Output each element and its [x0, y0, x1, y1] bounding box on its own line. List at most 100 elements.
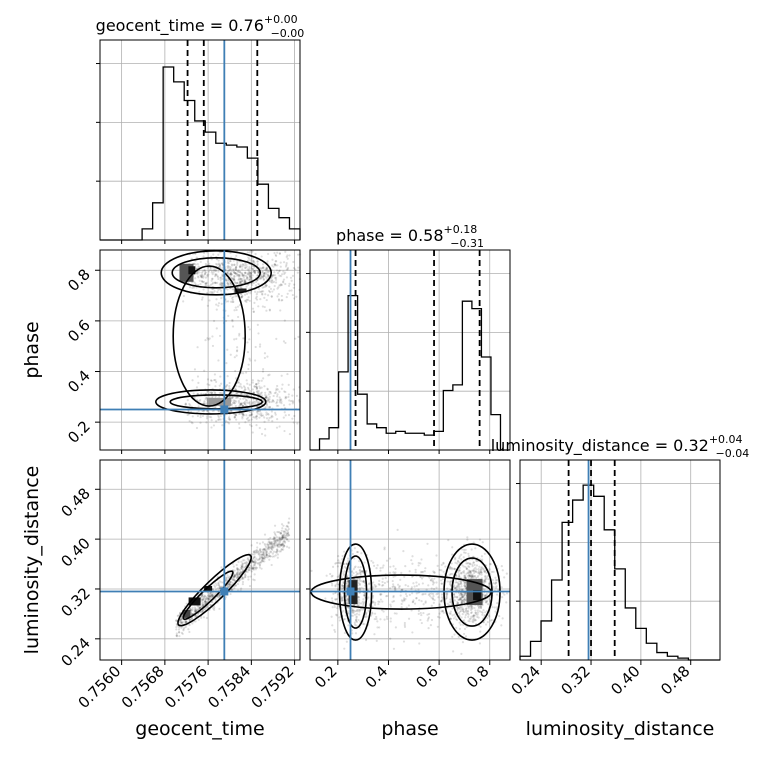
- sample-point: [297, 253, 300, 256]
- sample-point: [274, 534, 277, 537]
- sample-point: [248, 584, 252, 588]
- sample-point: [265, 554, 268, 557]
- sample-point: [473, 606, 476, 610]
- sample-point: [330, 597, 334, 600]
- sample-point: [260, 567, 263, 570]
- sample-point: [203, 251, 206, 254]
- sample-point: [287, 393, 290, 396]
- sample-point: [212, 607, 215, 610]
- sample-point: [202, 616, 206, 619]
- sample-point: [473, 567, 476, 571]
- sample-point: [211, 335, 214, 338]
- sample-point: [229, 268, 232, 271]
- sample-point: [274, 281, 278, 284]
- sample-point: [239, 281, 242, 285]
- sample-point: [265, 284, 268, 287]
- sample-point: [251, 567, 254, 570]
- sample-point: [373, 612, 377, 615]
- sample-point: [466, 562, 469, 565]
- sample-point: [241, 413, 245, 416]
- sample-point: [235, 274, 239, 277]
- sample-point: [241, 583, 244, 586]
- sample-point: [262, 551, 265, 554]
- sample-point: [411, 555, 414, 558]
- sample-point: [238, 280, 242, 283]
- sample-point: [343, 631, 346, 635]
- sample-point: [258, 410, 262, 413]
- sample-point: [270, 295, 273, 298]
- sample-point: [392, 575, 395, 578]
- sample-point: [190, 421, 193, 424]
- sample-point: [219, 276, 222, 280]
- sample-point: [258, 385, 261, 388]
- sample-point: [273, 532, 277, 535]
- sample-point: [236, 263, 239, 267]
- sample-point: [252, 578, 255, 581]
- sample-point: [261, 305, 264, 308]
- sample-point: [263, 557, 266, 560]
- sample-point: [229, 395, 232, 398]
- sample-point: [275, 404, 278, 407]
- sample-point: [197, 409, 200, 413]
- sample-point: [460, 583, 463, 586]
- sample-point: [207, 270, 211, 273]
- sample-point: [235, 418, 238, 421]
- sample-point: [236, 396, 239, 399]
- sample-point: [291, 293, 294, 297]
- sample-point: [288, 254, 291, 257]
- panel-background: [310, 250, 510, 450]
- sample-point: [264, 391, 267, 394]
- sample-point: [195, 271, 198, 274]
- sample-point: [236, 281, 239, 284]
- sample-point: [457, 612, 461, 615]
- sample-point: [239, 277, 243, 281]
- sample-point: [373, 633, 376, 636]
- sample-point: [261, 292, 264, 295]
- sample-point: [191, 606, 194, 609]
- sample-point: [276, 395, 279, 398]
- sample-point: [175, 619, 178, 622]
- sample-point: [212, 281, 215, 284]
- sample-point: [235, 391, 238, 395]
- sample-point: [204, 271, 207, 274]
- sample-point: [246, 558, 249, 561]
- y-tick-label-luminosity_distance: 0.24: [57, 634, 93, 670]
- sample-point: [418, 599, 421, 602]
- sample-point: [261, 553, 265, 556]
- sample-point: [288, 432, 292, 436]
- sample-point: [248, 267, 251, 270]
- sample-point: [466, 536, 469, 539]
- sample-point: [453, 584, 456, 587]
- sample-point: [464, 565, 467, 569]
- sample-point: [268, 558, 271, 561]
- sample-point: [266, 388, 269, 391]
- sample-point: [278, 543, 281, 547]
- sample-point: [268, 395, 271, 398]
- sample-point: [249, 272, 252, 275]
- sample-point: [242, 413, 246, 417]
- sample-point: [231, 298, 234, 302]
- sample-point: [215, 258, 218, 261]
- sample-point: [403, 623, 406, 627]
- sample-point: [335, 561, 338, 565]
- sample-point: [183, 626, 186, 629]
- sample-point: [200, 275, 203, 278]
- sample-point: [276, 287, 279, 290]
- sample-point: [351, 552, 354, 556]
- sample-point: [274, 554, 277, 557]
- sample-point: [237, 381, 241, 384]
- sample-point: [266, 387, 269, 390]
- sample-point: [251, 402, 254, 405]
- sample-point: [267, 398, 270, 401]
- sample-point: [254, 359, 257, 362]
- sample-point: [231, 297, 234, 300]
- sample-point: [351, 610, 354, 613]
- sample-point: [253, 400, 257, 404]
- sample-point: [479, 606, 483, 610]
- sample-point: [310, 569, 313, 573]
- sample-point: [493, 606, 496, 609]
- sample-point: [272, 274, 275, 277]
- sample-point: [267, 271, 270, 274]
- sample-point: [219, 415, 222, 418]
- sample-point: [238, 304, 241, 307]
